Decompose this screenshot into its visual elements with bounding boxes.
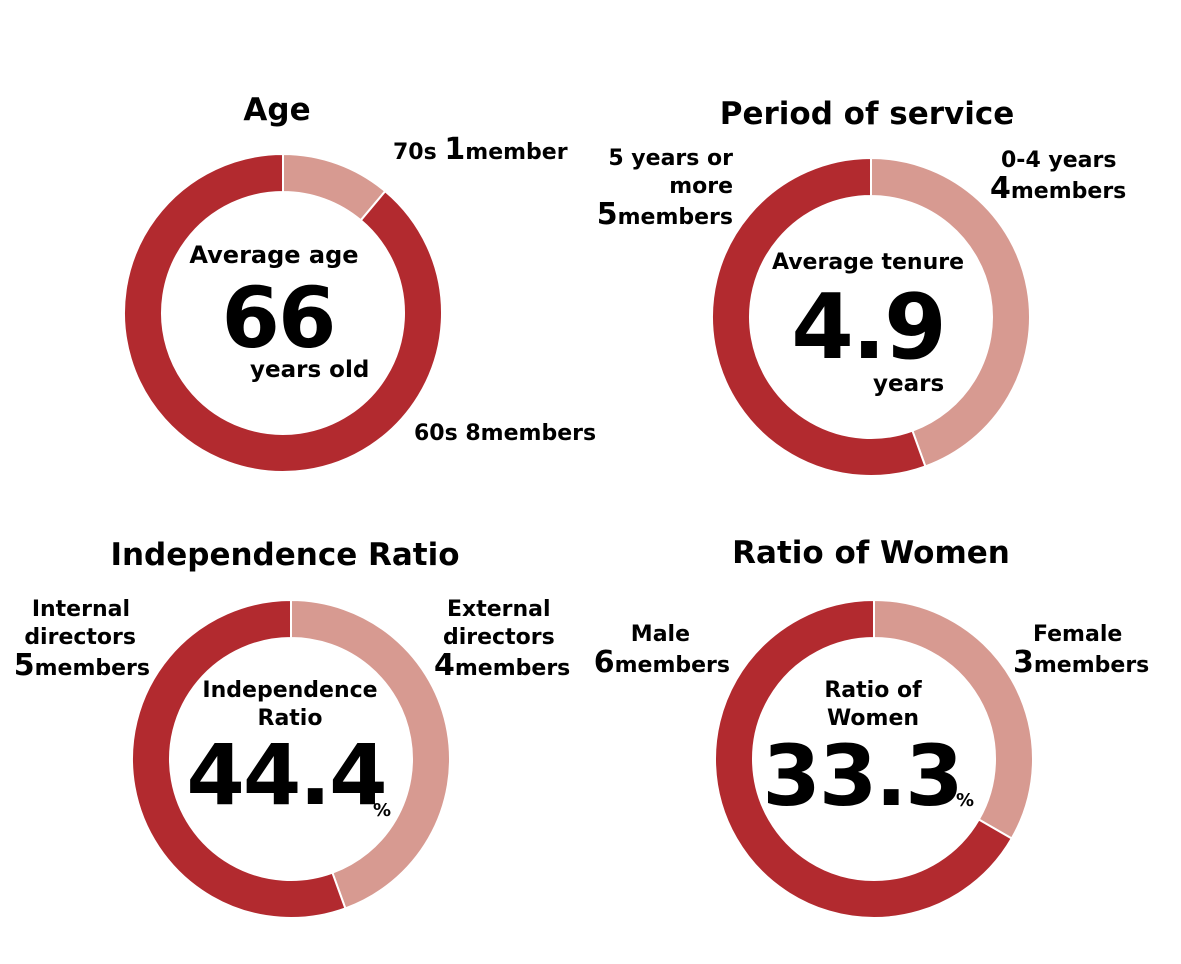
- women-male-label: Male 6members: [590, 621, 730, 680]
- service-long-line1: 5 years or: [608, 146, 733, 171]
- independence-center-caption: Independence Ratio: [202, 677, 377, 733]
- service-donut-chart: [711, 156, 1031, 477]
- service-short-label: 0-4 years 4members: [990, 147, 1126, 206]
- independence-internal-unit: members: [34, 656, 150, 681]
- women-female-label: Female 3members: [1013, 621, 1149, 680]
- age-60s-label: 60s 8members: [414, 421, 597, 446]
- age-center-caption: Average age: [189, 241, 359, 269]
- independence-external-count: 4: [434, 648, 455, 683]
- independence-caption-line2: Ratio: [257, 706, 323, 731]
- service-short-count: 4: [990, 171, 1011, 206]
- independence-caption-line1: Independence: [202, 678, 378, 703]
- service-center-unit: years: [873, 371, 945, 397]
- service-short-line: 0-4 years: [1001, 148, 1117, 173]
- independence-slice-minor: [290, 598, 451, 910]
- age-center-value: 66: [221, 269, 337, 367]
- women-female-count: 3: [1013, 645, 1034, 680]
- women-caption-line2: Women: [826, 706, 920, 731]
- service-slice-major: [711, 156, 927, 477]
- independence-internal-line2: directors: [24, 625, 136, 650]
- independence-external-line1: External: [447, 597, 551, 622]
- age-donut-chart: [123, 152, 443, 473]
- women-male-count: 6: [593, 645, 615, 680]
- independence-donut-chart: [131, 598, 451, 919]
- independence-external-unit: members: [454, 656, 571, 681]
- age-70s-count: 1: [444, 132, 466, 167]
- service-long-count: 5: [596, 197, 618, 232]
- women-donut-chart: [714, 598, 1034, 919]
- independence-internal-label: Internal directors 5members: [10, 596, 150, 683]
- independence-slice-major: [131, 598, 347, 919]
- independence-external-label: External directors 4members: [434, 596, 570, 683]
- age-center-unit: years old: [250, 357, 370, 383]
- age-70s-label: 70s 1member: [393, 135, 568, 167]
- women-female-line: Female: [1033, 622, 1123, 647]
- women-center-value: 33.3: [762, 727, 963, 825]
- women-center-unit: %: [956, 790, 975, 811]
- women-male-line: Male: [630, 622, 690, 647]
- service-long-label: 5 years or more 5members: [560, 145, 733, 232]
- women-caption-line1: Ratio of: [824, 678, 922, 703]
- women-female-unit: members: [1033, 653, 1150, 678]
- age-slice-major: [123, 152, 443, 473]
- independence-center-unit: %: [373, 800, 392, 821]
- age-70s-unit: member: [465, 140, 568, 165]
- service-long-unit: members: [617, 205, 733, 230]
- age-70s-prefix: 70s: [393, 140, 437, 165]
- service-slice-minor: [870, 156, 1031, 468]
- independence-internal-count: 5: [13, 648, 35, 683]
- age-chart-title: Age: [243, 92, 311, 128]
- service-chart-title: Period of service: [719, 96, 1015, 132]
- service-center-caption: Average tenure: [771, 250, 965, 275]
- women-male-unit: members: [614, 653, 730, 678]
- service-short-unit: members: [1010, 179, 1127, 204]
- service-center-value: 4.9: [791, 275, 946, 380]
- independence-center-value: 44.4: [186, 726, 387, 824]
- independence-internal-line1: Internal: [31, 597, 130, 622]
- independence-chart-title: Independence Ratio: [110, 537, 460, 573]
- women-slice-major: [714, 598, 1014, 919]
- service-long-line2: more: [669, 174, 733, 199]
- women-chart-title: Ratio of Women: [732, 535, 1010, 571]
- independence-external-line2: directors: [443, 625, 555, 650]
- women-center-caption: Ratio of Women: [824, 677, 921, 733]
